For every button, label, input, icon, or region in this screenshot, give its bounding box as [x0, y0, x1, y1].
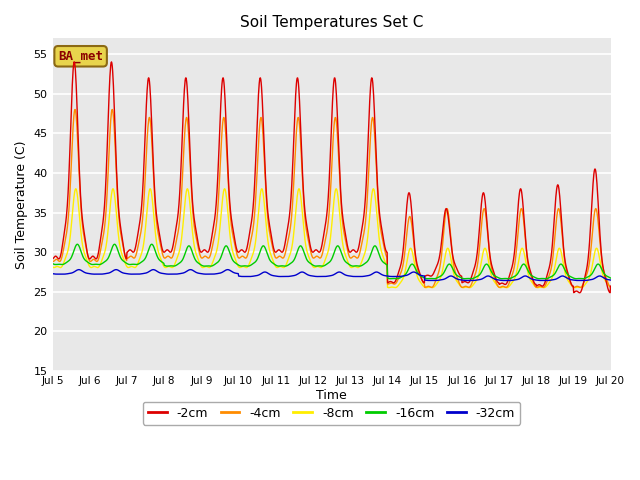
Y-axis label: Soil Temperature (C): Soil Temperature (C) [15, 140, 28, 269]
Text: BA_met: BA_met [58, 50, 103, 63]
X-axis label: Time: Time [316, 389, 347, 402]
Legend: -2cm, -4cm, -8cm, -16cm, -32cm: -2cm, -4cm, -8cm, -16cm, -32cm [143, 402, 520, 425]
Title: Soil Temperatures Set C: Soil Temperatures Set C [240, 15, 423, 30]
